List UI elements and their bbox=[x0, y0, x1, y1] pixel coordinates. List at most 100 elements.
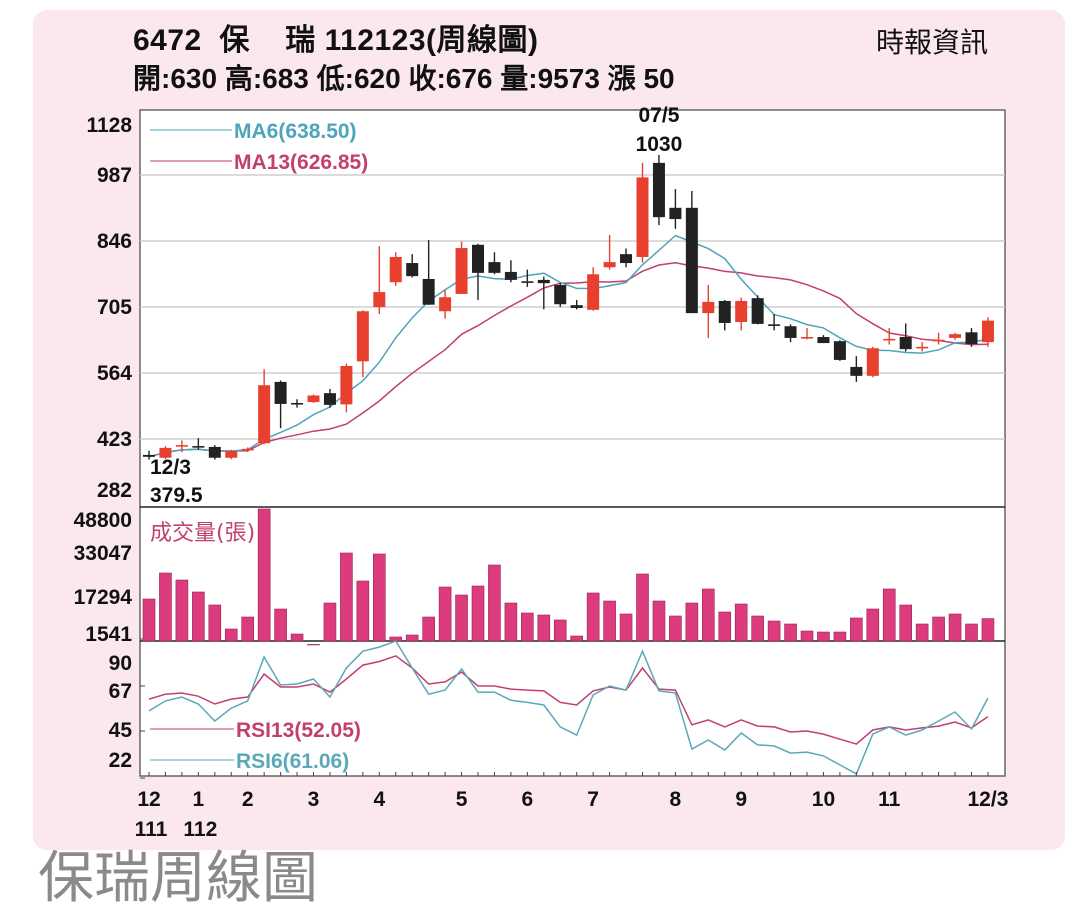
volume-bar bbox=[619, 613, 633, 642]
source-label: 時報資訊 bbox=[876, 27, 989, 58]
x-tick-label: 5 bbox=[456, 788, 468, 811]
x-tick-label: 1 bbox=[193, 788, 205, 811]
candle-body bbox=[323, 393, 336, 405]
volume-bar bbox=[307, 644, 320, 646]
candle-body bbox=[833, 341, 846, 360]
volume-bar bbox=[981, 618, 995, 642]
volume-bar bbox=[553, 619, 567, 642]
candle-body bbox=[949, 334, 962, 338]
volume-bar bbox=[833, 631, 847, 642]
candle-body bbox=[340, 366, 353, 405]
candle-body bbox=[850, 366, 863, 376]
price-tick-label: 705 bbox=[97, 296, 132, 319]
x-tick-label: 12/3 bbox=[968, 788, 1009, 811]
volume-bar bbox=[965, 623, 978, 642]
candle-body bbox=[356, 311, 369, 362]
volume-bar bbox=[652, 600, 666, 642]
rsi-tick-label: 22 bbox=[109, 749, 132, 772]
volume-bar bbox=[356, 580, 370, 642]
candle-body bbox=[570, 305, 583, 308]
candle-body bbox=[735, 300, 748, 323]
candle-body bbox=[866, 348, 879, 376]
ohlc-summary: 開:630 高:683 低:620 收:676 量:9573 漲 50 bbox=[133, 63, 675, 94]
candle-body bbox=[883, 338, 896, 341]
volume-bar bbox=[718, 611, 732, 642]
chart-title: 6472 保 瑞 112123(周線圖) bbox=[133, 24, 539, 57]
volume-bar bbox=[488, 564, 501, 642]
candle-body bbox=[175, 445, 188, 447]
volume-bar bbox=[438, 586, 452, 642]
price-tick-label: 1128 bbox=[86, 114, 132, 137]
rsi-tick-label: 45 bbox=[109, 719, 133, 742]
volume-bar bbox=[586, 592, 600, 642]
volume-bar bbox=[405, 634, 419, 642]
candle-body bbox=[554, 285, 567, 305]
candle-body bbox=[587, 274, 600, 310]
candle-body bbox=[817, 336, 830, 344]
volume-bar bbox=[192, 591, 205, 642]
volume-bar bbox=[734, 603, 748, 642]
rsi-legend-label: RSI6(61.06) bbox=[236, 750, 349, 773]
volume-bar bbox=[570, 635, 584, 642]
candle-body bbox=[274, 381, 287, 404]
candle-body bbox=[472, 244, 484, 273]
x-tick-label: 7 bbox=[587, 788, 599, 811]
rsi-line bbox=[148, 655, 989, 745]
volume-bar bbox=[340, 552, 353, 642]
ma6-line bbox=[148, 234, 989, 458]
candle-body bbox=[291, 402, 304, 405]
candle-body bbox=[981, 320, 994, 343]
low-annotation-value: 379.5 bbox=[150, 484, 203, 507]
x-tick-label: 3 bbox=[308, 788, 320, 811]
volume-bar bbox=[685, 602, 699, 642]
volume-bar bbox=[882, 588, 896, 642]
candle-body bbox=[488, 262, 501, 273]
candle-body bbox=[225, 451, 238, 458]
candle-body bbox=[784, 326, 797, 338]
candle-body bbox=[718, 300, 731, 323]
x-tick-year-label: 111 bbox=[135, 818, 168, 841]
volume-bar bbox=[932, 616, 945, 642]
volume-bar bbox=[537, 614, 551, 642]
volume-bar bbox=[159, 572, 172, 642]
candle-body bbox=[603, 262, 616, 268]
x-tick-label: 8 bbox=[670, 788, 682, 811]
price-tick-label: 282 bbox=[97, 479, 132, 502]
candle-body bbox=[685, 207, 698, 314]
candle-body bbox=[504, 271, 517, 280]
volume-bar bbox=[899, 604, 913, 642]
x-tick-label: 6 bbox=[522, 788, 534, 811]
volume-bar bbox=[422, 616, 435, 642]
candle-body bbox=[389, 256, 402, 283]
x-tick-label: 4 bbox=[373, 788, 385, 811]
candle-body bbox=[258, 385, 271, 444]
high-annotation-date: 07/5 bbox=[639, 104, 680, 127]
candle-body bbox=[307, 395, 320, 403]
volume-bar bbox=[521, 612, 534, 642]
candle-body bbox=[916, 346, 929, 349]
price-tick-label: 846 bbox=[97, 230, 132, 253]
volume-bar bbox=[636, 573, 649, 642]
candle-body bbox=[455, 248, 468, 294]
figure-caption: 保瑞周線圖 bbox=[38, 846, 318, 911]
x-tick-year-label: 112 bbox=[183, 818, 217, 841]
volume-bar bbox=[669, 615, 682, 642]
candle-body bbox=[406, 263, 419, 277]
candle-body bbox=[768, 324, 781, 326]
candle-body bbox=[192, 446, 205, 448]
candle-body bbox=[751, 298, 764, 324]
x-tick-label: 10 bbox=[812, 788, 835, 811]
candle-body bbox=[373, 292, 386, 308]
candle-body bbox=[636, 177, 649, 257]
volume-bar bbox=[800, 630, 814, 642]
volume-bar bbox=[784, 623, 797, 642]
rsi-legend-label: RSI13(52.05) bbox=[236, 719, 361, 742]
candle-body bbox=[422, 278, 435, 305]
candle-body bbox=[521, 281, 534, 283]
rsi-tick-label: 90 bbox=[109, 652, 132, 675]
volume-bar bbox=[274, 608, 287, 642]
volume-bar bbox=[208, 604, 222, 642]
candle-body bbox=[669, 207, 682, 220]
price-tick-label: 987 bbox=[97, 164, 132, 187]
volume-tick-label: 1541 bbox=[85, 623, 132, 646]
